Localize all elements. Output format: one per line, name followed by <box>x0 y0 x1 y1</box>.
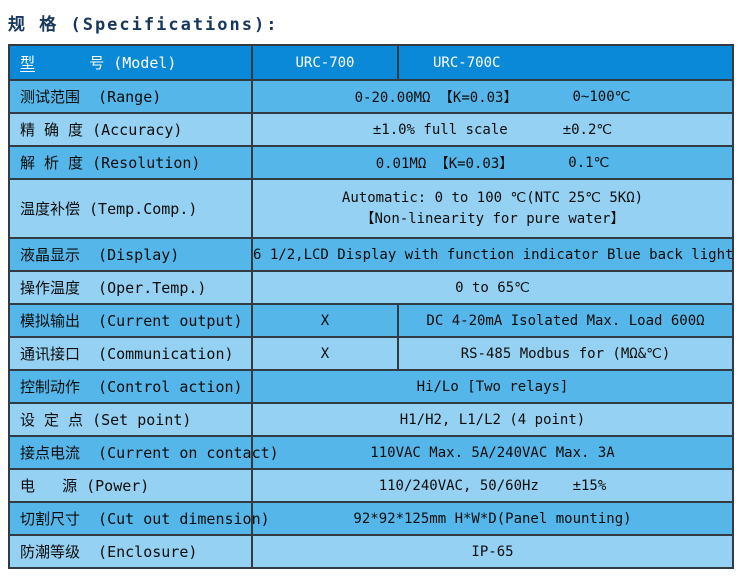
accuracy-scale: ±1.0% full scale <box>372 121 508 138</box>
row-label: 接点电流 (Current on contact) <box>10 437 279 468</box>
row-value: Hi/Lo [Two relays] <box>416 378 569 395</box>
row-value: 92*92*125mm H*W*D(Panel mounting) <box>353 510 632 527</box>
table-row-current-output: 模拟输出 (Current output) X DC 4-20mA Isolat… <box>10 303 732 336</box>
resolution-temperature: 0.1℃ <box>568 154 610 171</box>
table-row-display: 液晶显示 (Display) 6 1/2,LCD Display with fu… <box>10 237 734 270</box>
model-label-cn: 型 <box>20 54 36 72</box>
table-row-power: 电 源 (Power) 110/240VAC, 50/60Hz ±15% <box>10 468 732 501</box>
table-row-accuracy: 精 确 度 (Accuracy) ±1.0% full scale ±0.2℃ <box>10 112 732 145</box>
resolution-resistivity: 0.01MΩ 【K=0.03】 <box>375 155 514 172</box>
row-label: 解 析 度 (Resolution) <box>10 147 253 178</box>
model-b-cell: URC-700C <box>397 46 732 79</box>
range-resistivity: 0-20.00MΩ 【K=0.03】 <box>354 89 518 106</box>
table-row-temp-comp: 温度补偿 (Temp.Comp.) Automatic: 0 to 100 ℃(… <box>10 178 732 237</box>
row-value: 0.01MΩ 【K=0.03】 0.1℃ <box>253 147 732 178</box>
row-label: 测试范围 (Range) <box>10 81 253 112</box>
row-value: Automatic: 0 to 100 ℃(NTC 25℃ 5KΩ) 【Non-… <box>253 180 732 237</box>
communication-urc700: X <box>320 345 330 362</box>
model-a-cell: URC-700 <box>295 54 355 71</box>
row-value: ±1.0% full scale ±0.2℃ <box>253 114 732 145</box>
range-temperature: 0~100℃ <box>572 88 631 105</box>
row-value: 110/240VAC, 50/60Hz ±15% <box>378 477 607 494</box>
table-row-model-header: 型 号 (Model) URC-700 URC-700C <box>10 46 732 79</box>
row-value: H1/H2, L1/L2 (4 point) <box>399 411 586 428</box>
row-label: 设 定 点 (Set point) <box>10 404 253 435</box>
accuracy-temperature: ±0.2℃ <box>562 121 613 138</box>
row-value: 110VAC Max. 5A/240VAC Max. 3A <box>370 444 615 461</box>
row-label: 通讯接口 (Communication) <box>10 338 253 369</box>
row-value: 0 to 65℃ <box>455 279 530 296</box>
current-output-urc700: X <box>320 312 330 329</box>
row-label: 模拟输出 (Current output) <box>10 305 253 336</box>
table-row-resolution: 解 析 度 (Resolution) 0.01MΩ 【K=0.03】 0.1℃ <box>10 145 732 178</box>
page-title: 规 格 (Specifications): <box>8 15 279 35</box>
table-row-range: 测试范围 (Range) 0-20.00MΩ 【K=0.03】 0~100℃ <box>10 79 732 112</box>
row-value: 0-20.00MΩ 【K=0.03】 0~100℃ <box>253 81 732 112</box>
row-label: 防潮等级 (Enclosure) <box>10 536 253 567</box>
row-label: 温度补偿 (Temp.Comp.) <box>10 180 253 237</box>
table-row-control-action: 控制动作 (Control action) Hi/Lo [Two relays] <box>10 369 732 402</box>
table-row-enclosure: 防潮等级 (Enclosure) IP-65 <box>10 534 732 567</box>
temp-comp-line1: Automatic: 0 to 100 ℃(NTC 25℃ 5KΩ) <box>341 189 644 206</box>
row-value: 6 1/2,LCD Display with function indicato… <box>253 246 734 263</box>
model-label-rest: 号 (Model) <box>35 54 177 72</box>
row-label: 精 确 度 (Accuracy) <box>10 114 253 145</box>
specifications-table: 型 号 (Model) URC-700 URC-700C 测试范围 (Range… <box>8 44 734 569</box>
row-label-model: 型 号 (Model) <box>10 46 253 79</box>
table-row-cut-out-dimension: 切割尺寸 (Cut out dimension) 92*92*125mm H*W… <box>10 501 732 534</box>
row-label: 电 源 (Power) <box>10 470 253 501</box>
table-row-communication: 通讯接口 (Communication) X RS-485 Modbus for… <box>10 336 732 369</box>
row-label: 控制动作 (Control action) <box>10 371 253 402</box>
row-label: 液晶显示 (Display) <box>10 239 253 270</box>
temp-comp-line2: 【Non-linearity for pure water】 <box>360 210 625 227</box>
communication-urc700c: RS-485 Modbus for (MΩ&℃) <box>397 338 732 369</box>
table-row-set-point: 设 定 点 (Set point) H1/H2, L1/L2 (4 point) <box>10 402 732 435</box>
table-row-oper-temp: 操作温度 (Oper.Temp.) 0 to 65℃ <box>10 270 732 303</box>
row-value: IP-65 <box>471 543 514 560</box>
row-label: 切割尺寸 (Cut out dimension) <box>10 503 270 534</box>
row-label: 操作温度 (Oper.Temp.) <box>10 272 253 303</box>
current-output-urc700c: DC 4-20mA Isolated Max. Load 600Ω <box>397 305 732 336</box>
table-row-current-on-contact: 接点电流 (Current on contact) 110VAC Max. 5A… <box>10 435 732 468</box>
